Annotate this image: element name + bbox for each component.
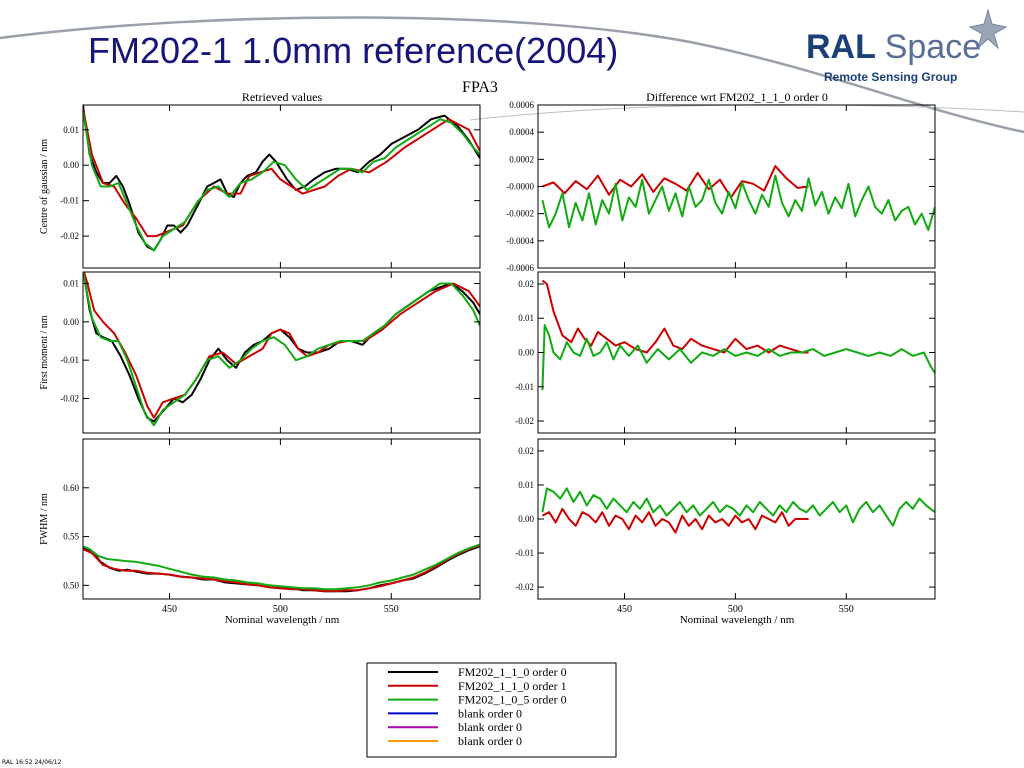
y-tick-label: 0.01 [63, 279, 79, 289]
plot-frame [537, 271, 936, 434]
y-tick-label: 0.60 [63, 483, 79, 493]
series-line-fm202-1-0-5-order-0 [83, 272, 480, 427]
slide-title: FM202-1 1.0mm reference(2004) [88, 30, 619, 71]
y-tick-label: 0.01 [518, 480, 534, 490]
series-line-fm202-1-1-0-order-1 [541, 279, 809, 354]
legend-label: blank order 0 [458, 734, 522, 748]
series-line-fm202-1-1-0-order-1 [542, 165, 809, 199]
y-tick-label: 0.00 [63, 317, 79, 327]
y-axis-label: FWHM / nm [39, 493, 50, 545]
x-tick-label: 550 [839, 604, 854, 615]
y-tick-label: -0.0006 [506, 263, 534, 273]
y-tick-label: -0.01 [515, 382, 534, 392]
legend-label: FM202_1_0_5 order 0 [458, 693, 567, 707]
y-tick-label: 0.00 [518, 348, 534, 358]
series-line-fm202-1-0-5-order-0 [83, 111, 480, 252]
x-tick-label: 450 [617, 604, 632, 615]
y-tick-label: 0.0002 [509, 154, 534, 164]
plot-frame [82, 271, 481, 434]
y-tick-label: -0.0000 [506, 182, 534, 192]
plot-frame [82, 104, 481, 269]
y-tick-label: 0.0004 [509, 127, 534, 137]
background-sweep-line [0, 16, 1024, 134]
y-tick-label: 0.01 [518, 313, 534, 323]
y-tick-label: 0.02 [518, 279, 534, 289]
legend-label: blank order 0 [458, 720, 522, 734]
chart-panel-6: 0.02 0.01 0.00 -0.01 -0.02 450 500 550 [515, 438, 936, 615]
series-line-fm202-1-1-0-order-0 [83, 272, 480, 423]
y-tick-label: -0.02 [515, 416, 534, 426]
legend-label: FM202_1_1_0 order 0 [458, 665, 567, 679]
logo-subtitle: Remote Sensing Group [824, 70, 958, 84]
y-tick-label: 0.01 [63, 125, 79, 135]
y-axis-label: First moment / nm [39, 315, 50, 389]
series-line-fm202-1-1-0-order-0 [83, 545, 480, 593]
y-tick-label: 0.50 [63, 580, 79, 590]
series-line-fm202-1-0-5-order-0 [83, 543, 480, 591]
chart-panel-4: 0.0006 0.0004 0.0002 -0.0000 -0.0002 -0.0004 -… [506, 100, 936, 273]
y-tick-label: -0.0004 [506, 236, 534, 246]
x-tick-label: 500 [273, 604, 288, 615]
plot-frame [82, 438, 481, 600]
y-tick-label: 0.00 [63, 160, 79, 170]
logo-text-light: Space [884, 28, 982, 66]
series-line-fm202-1-0-5-order-0 [541, 324, 935, 391]
footer-stamp: RAL 16:52 24/06/12 [2, 759, 62, 766]
chart-panel-5: 0.02 0.01 0.00 -0.01 -0.02 [515, 271, 936, 434]
y-tick-label: -0.0002 [506, 209, 534, 219]
y-tick-label: -0.02 [515, 582, 534, 592]
y-tick-label: -0.02 [60, 231, 79, 241]
y-tick-label: 0.55 [63, 532, 79, 542]
left-xlabel: Nominal wavelength / nm [225, 614, 340, 626]
left-column-title: Retrieved values [242, 90, 323, 104]
logo-text-bold: RAL [806, 28, 876, 66]
chart-panel-1: 0.01 0.00 -0.01 -0.02 Centre of gaussian / n… [39, 104, 481, 269]
y-tick-label: 0.02 [518, 446, 534, 456]
y-tick-label: -0.01 [60, 355, 79, 365]
chart-panel-2: 0.01 0.00 -0.01 -0.02 First moment / nm [39, 271, 481, 434]
x-tick-label: 500 [728, 604, 743, 615]
series-line-fm202-1-1-0-order-1 [83, 272, 480, 419]
right-column-title: Difference wrt FM202_1_1_0 order 0 [646, 90, 828, 104]
y-tick-label: -0.01 [60, 196, 79, 206]
y-axis-label: Centre of gaussian / nm [39, 139, 50, 234]
right-xlabel: Nominal wavelength / nm [680, 614, 795, 626]
plot-frame [537, 104, 936, 269]
series-line-fm202-1-0-5-order-0 [541, 487, 935, 527]
y-tick-label: 0.0006 [509, 100, 534, 110]
y-tick-label: -0.01 [515, 548, 534, 558]
logo-star-icon [968, 8, 1008, 50]
x-tick-label: 450 [162, 604, 177, 615]
series-line-fm202-1-1-0-order-1 [83, 544, 480, 593]
ral-space-logo: RAL Space [806, 28, 981, 67]
figure-title: FPA3 [462, 79, 498, 96]
series-line-fm202-1-0-5-order-0 [541, 174, 935, 231]
series-line-fm202-1-1-0-order-1 [541, 507, 809, 534]
x-tick-label: 550 [384, 604, 399, 615]
chart-panel-3: 0.60 0.55 0.50 450 500 550 FWHM / nm [39, 438, 481, 615]
legend-label: FM202_1_1_0 order 1 [458, 679, 567, 693]
y-tick-label: -0.02 [60, 394, 79, 404]
y-tick-label: 0.00 [518, 514, 534, 524]
legend-label: blank order 0 [458, 706, 522, 720]
series-line-fm202-1-1-0-order-1 [83, 108, 480, 238]
